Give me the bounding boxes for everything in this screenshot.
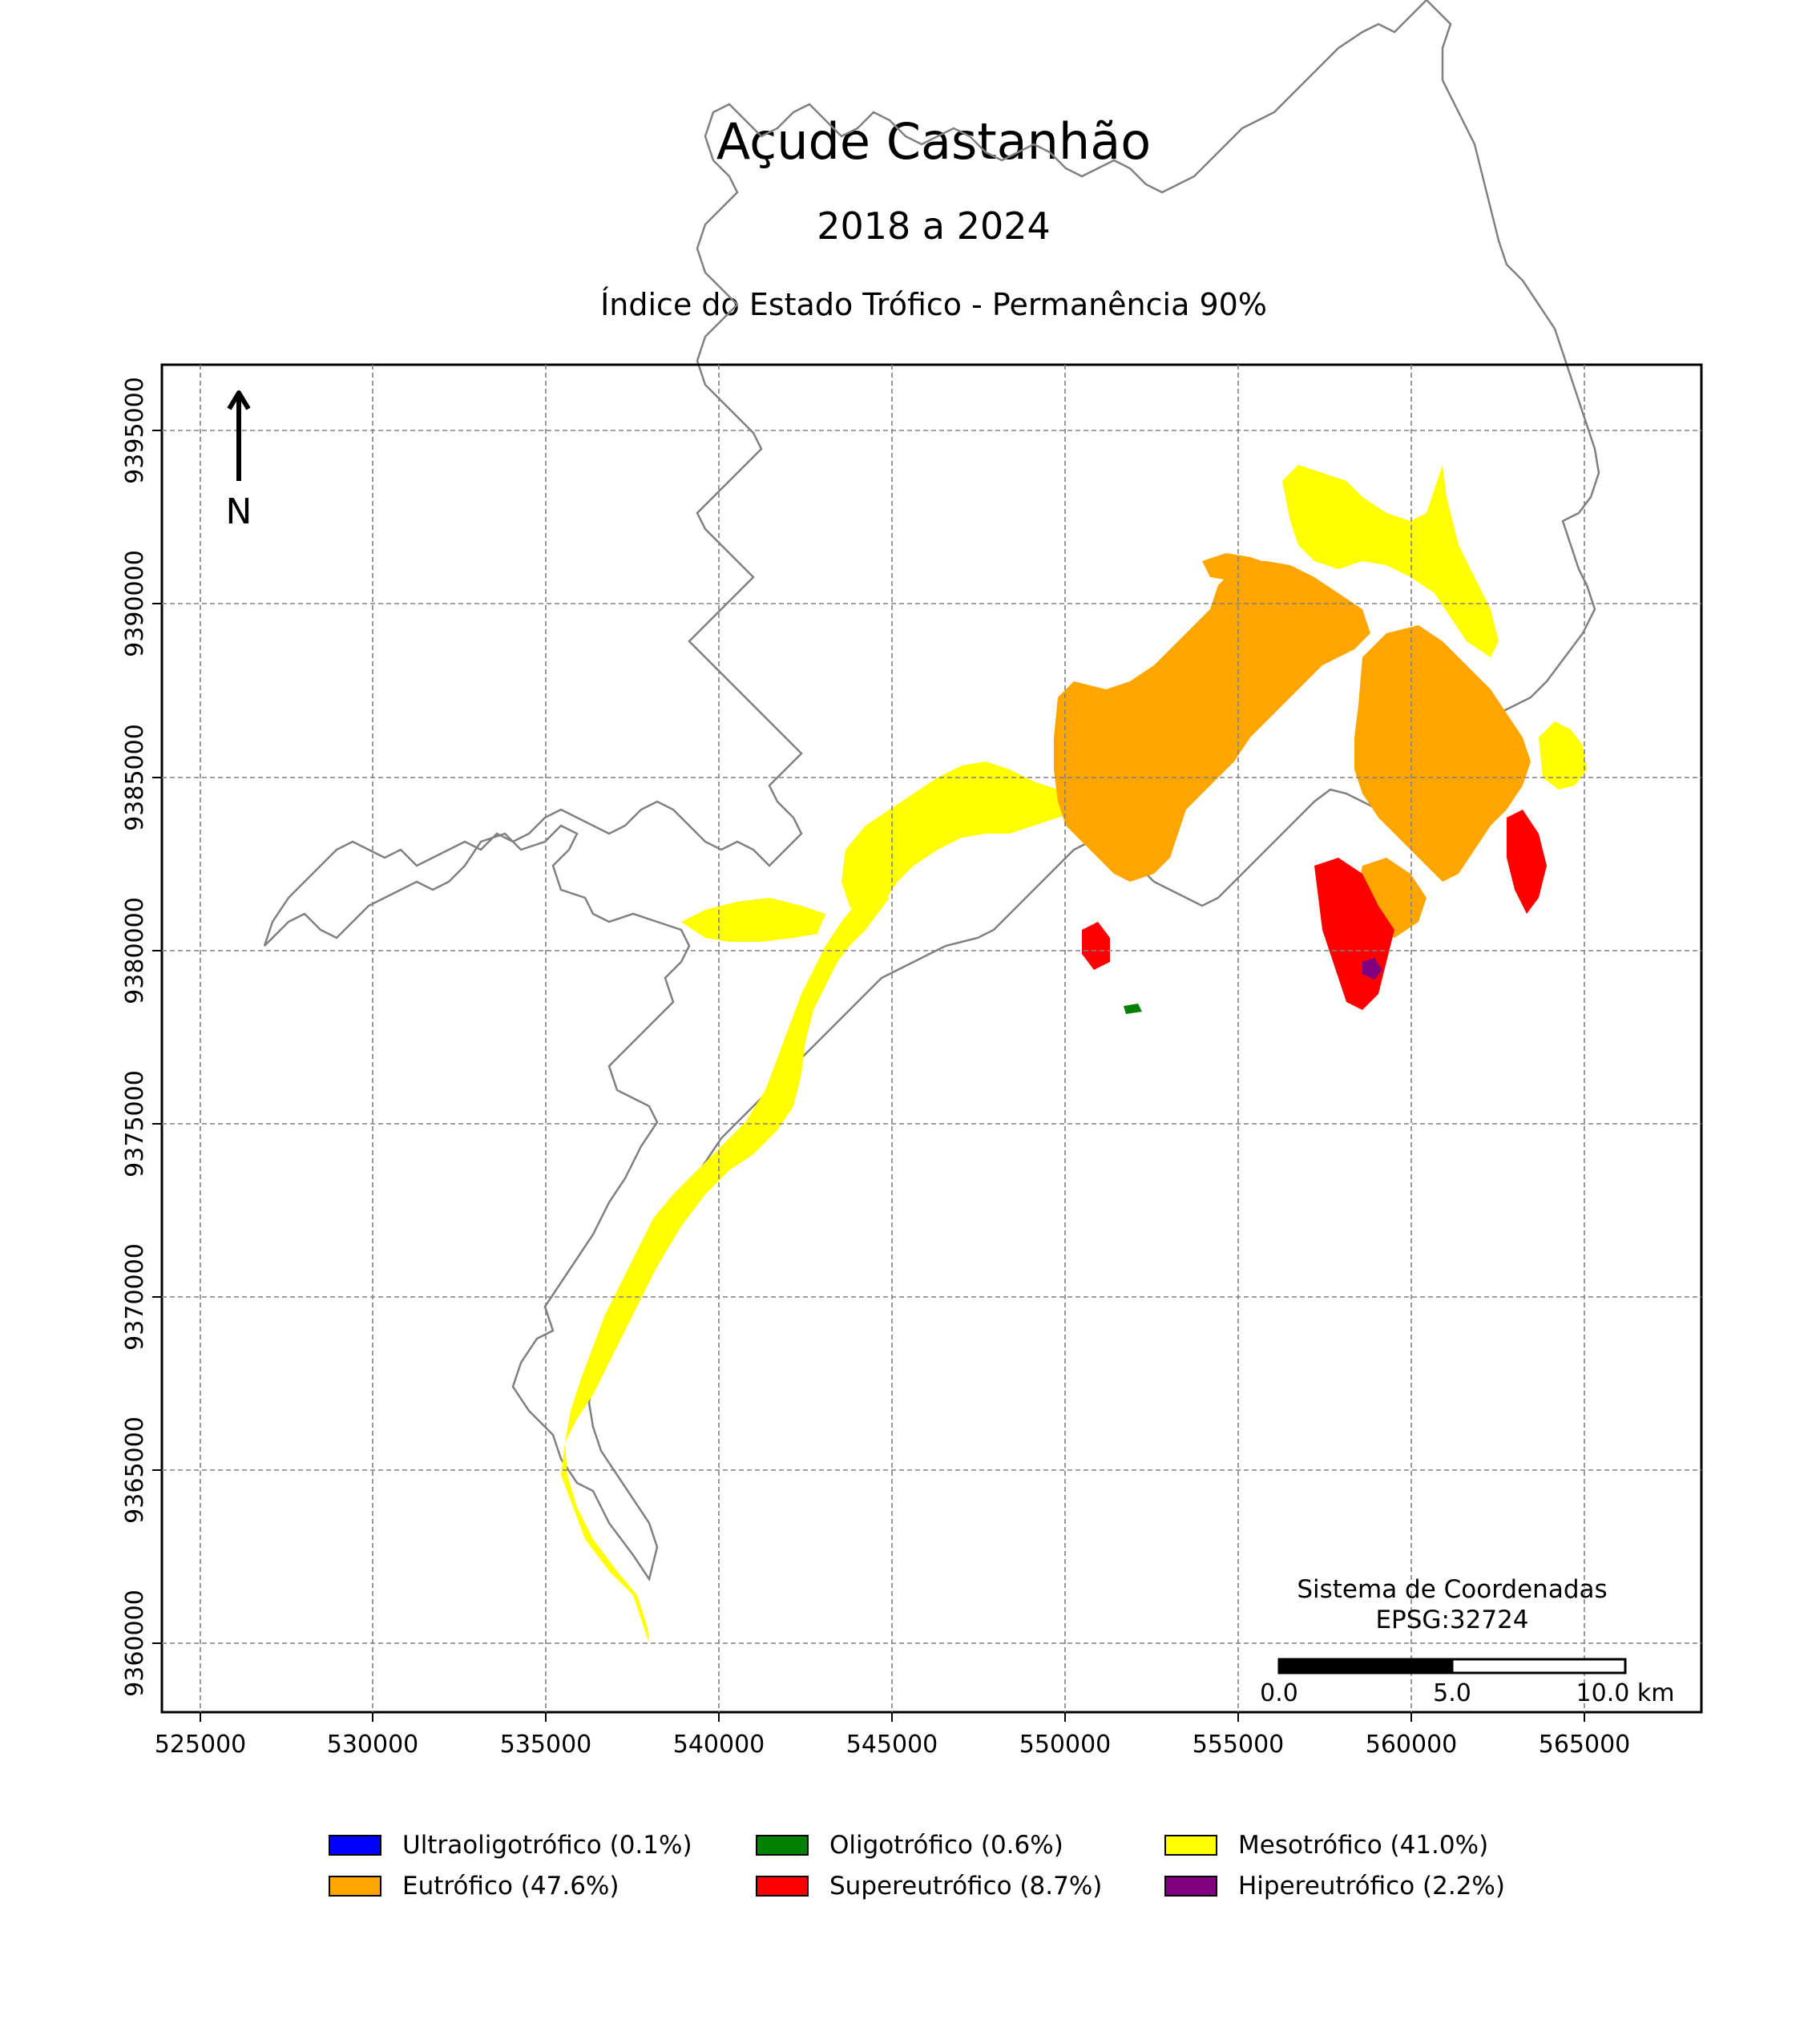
- legend-item-supereutrofico: Supereutrófico (8.7%): [756, 1868, 1102, 1904]
- legend-item-oligotrofico: Oligotrófico (0.6%): [756, 1828, 1063, 1863]
- legend-label: Supereutrófico (8.7%): [829, 1872, 1103, 1901]
- y-tick-label: 9395000: [121, 377, 149, 484]
- reservoir-outline: [263, 0, 1600, 1582]
- legend: Ultraoligotrófico (0.1%) Oligotrófico (0…: [329, 1828, 1595, 1924]
- legend-label: Ultraoligotrófico (0.1%): [402, 1831, 692, 1860]
- supereutrofico-east-edge: [1507, 810, 1547, 914]
- legend-label: Hipereutrófico (2.2%): [1238, 1872, 1505, 1901]
- oligotrofico-patch: [1124, 1004, 1142, 1014]
- y-tick-label: 9360000: [121, 1590, 149, 1697]
- y-tick-label: 9370000: [121, 1243, 149, 1351]
- legend-swatch: [329, 1835, 381, 1856]
- legend-item-ultraoligotrofico: Ultraoligotrófico (0.1%): [329, 1828, 692, 1863]
- north-arrow: N: [226, 390, 252, 532]
- scale-label-5: 5.0: [1433, 1679, 1471, 1707]
- y-tick-label: 9375000: [121, 1070, 149, 1178]
- north-label: N: [226, 491, 252, 532]
- scale-label-0: 0.0: [1260, 1679, 1298, 1707]
- legend-label: Mesotrófico (41.0%): [1238, 1831, 1489, 1860]
- supereutrofico-patch: [1082, 922, 1110, 970]
- north-arrow-head: [227, 390, 251, 410]
- mesotrofico-west-arm: [681, 898, 825, 942]
- trophic-state-areas: [561, 465, 1587, 1643]
- y-tick-label: 9390000: [121, 550, 149, 657]
- scale-bar: 0.0 5.0 10.0 km: [1260, 1658, 1675, 1707]
- crs-title: Sistema de Coordenadas: [1297, 1575, 1607, 1604]
- legend-item-hipereutrofico: Hipereutrófico (2.2%): [1164, 1868, 1505, 1904]
- x-tick-label: 565000: [1539, 1731, 1631, 1759]
- map-title: Açude Castanhão: [716, 112, 1152, 171]
- x-tick-label: 555000: [1192, 1731, 1285, 1759]
- hipereutrofico-patch: [1362, 958, 1382, 980]
- axis-ticks: 525000 530000 535000 540000 545000 550000 5550…: [121, 377, 1630, 1759]
- x-tick-label: 530000: [327, 1731, 419, 1759]
- legend-swatch: [1164, 1835, 1217, 1856]
- scale-bar-white-segment: [1451, 1658, 1627, 1674]
- mesotrofico-east-bay: [1539, 721, 1587, 790]
- x-tick-label: 525000: [155, 1731, 247, 1759]
- map-frame: [160, 363, 1703, 1714]
- eutrofico-east-lobe: [1354, 625, 1531, 882]
- scale-label-10: 10.0 km: [1576, 1679, 1675, 1707]
- eutrofico-central: [1054, 561, 1370, 882]
- y-tick-label: 9365000: [121, 1416, 149, 1524]
- coordinate-grid: [162, 365, 1701, 1712]
- legend-label: Oligotrófico (0.6%): [829, 1831, 1063, 1860]
- index-title: Índice do Estado Trófico - Permanência 9…: [600, 287, 1267, 322]
- legend-swatch: [1164, 1876, 1217, 1897]
- crs-code: EPSG:32724: [1375, 1606, 1528, 1634]
- x-tick-label: 550000: [1019, 1731, 1112, 1759]
- map-subtitle: 2018 a 2024: [817, 204, 1051, 248]
- legend-swatch: [756, 1876, 809, 1897]
- mesotrofico-northeast: [1282, 465, 1499, 657]
- x-tick-label: 560000: [1366, 1731, 1458, 1759]
- y-tick-label: 9380000: [121, 897, 149, 1004]
- x-tick-label: 545000: [846, 1731, 938, 1759]
- x-tick-label: 540000: [673, 1731, 765, 1759]
- legend-swatch: [756, 1835, 809, 1856]
- legend-swatch: [329, 1876, 381, 1897]
- legend-label: Eutrófico (47.6%): [402, 1872, 619, 1901]
- legend-item-eutrofico: Eutrófico (47.6%): [329, 1868, 619, 1904]
- mesotrofico-upstream-channel: [561, 894, 890, 1643]
- legend-item-mesotrofico: Mesotrófico (41.0%): [1164, 1828, 1488, 1863]
- y-tick-label: 9385000: [121, 724, 149, 831]
- x-tick-label: 535000: [500, 1731, 592, 1759]
- scale-bar-black-segment: [1277, 1658, 1454, 1674]
